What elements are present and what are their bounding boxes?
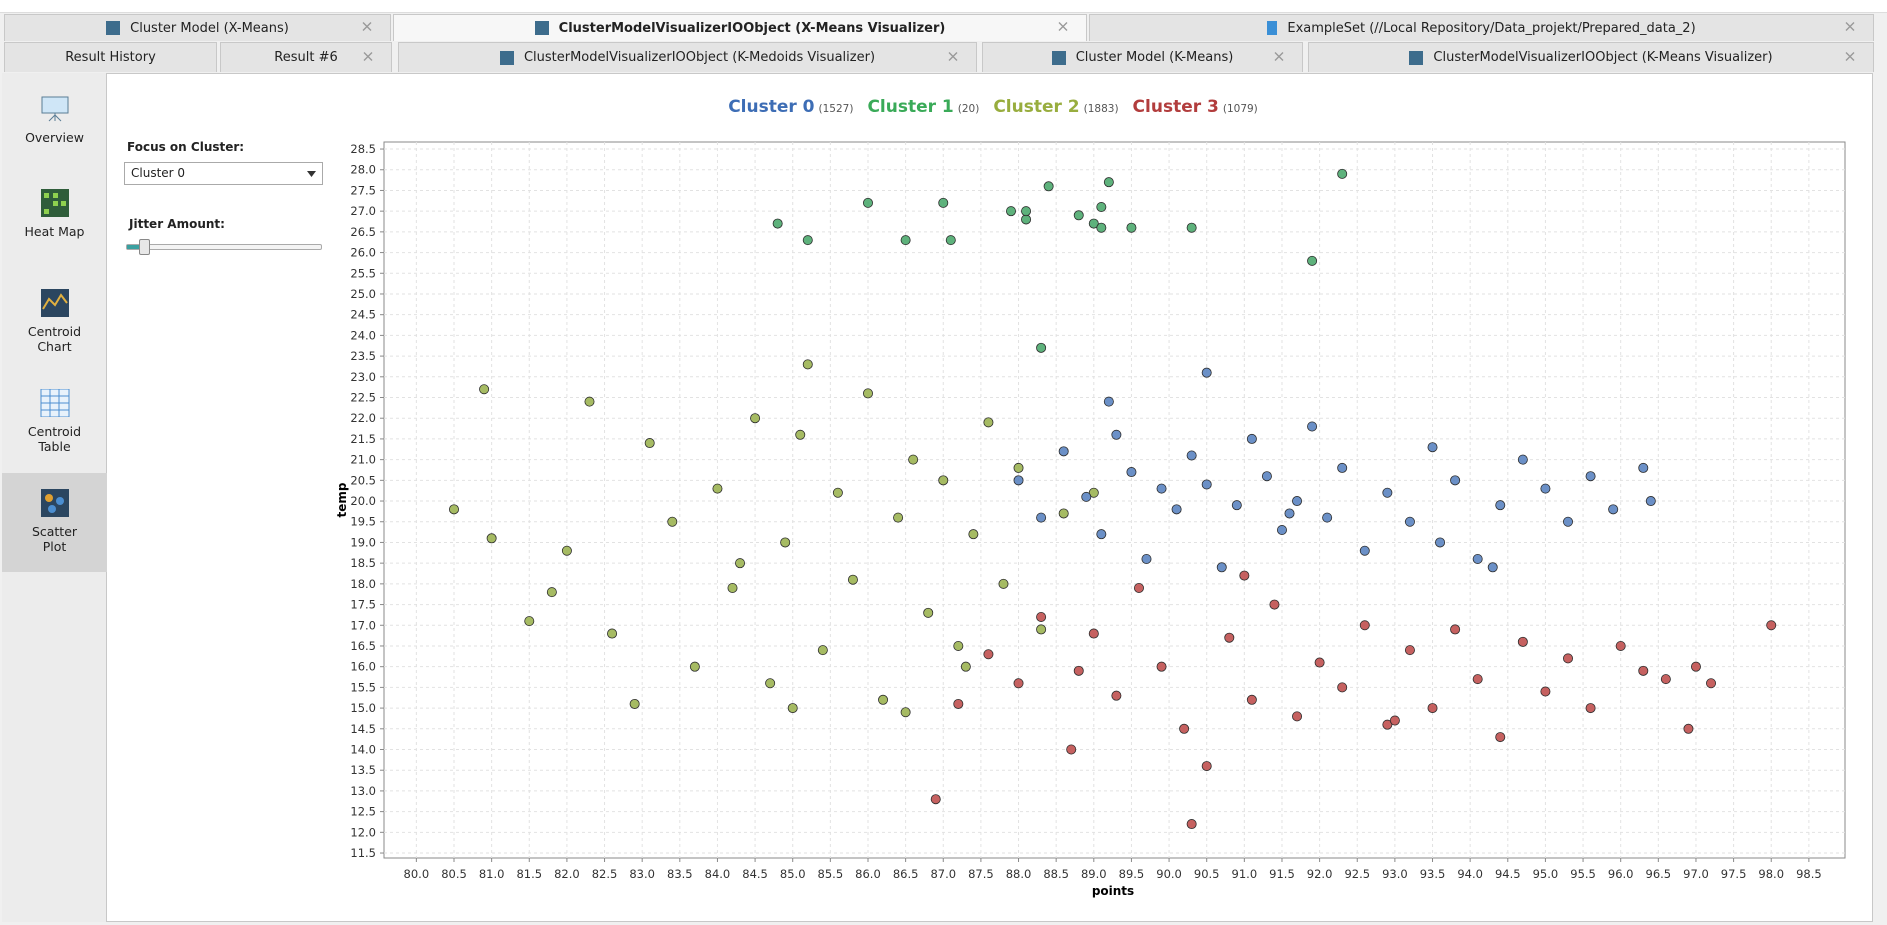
tab-label: Cluster Model (X-Means) (130, 20, 289, 36)
close-icon[interactable] (1058, 21, 1068, 36)
tab-label: Result History (65, 50, 156, 65)
tab-label: ClusterModelVisualizerIOObject (X-Means … (558, 20, 946, 36)
close-icon[interactable] (363, 50, 373, 65)
top-strip (0, 0, 1887, 13)
tab-label: Result #6 (274, 50, 338, 65)
focus-label: Focus on Cluster: (127, 140, 245, 154)
tab[interactable]: Cluster Model (X-Means) (4, 14, 391, 41)
dropdown-value: Cluster 0 (131, 166, 186, 180)
close-icon[interactable] (362, 21, 372, 36)
nav-item[interactable]: Heat Map (2, 189, 107, 239)
content-panel (2, 73, 1873, 922)
tab[interactable]: ExampleSet (//Local Repository/Data_proj… (1089, 14, 1874, 41)
nav-label: Centroid Chart (27, 324, 82, 354)
nav-item[interactable]: Scatter Plot (2, 473, 107, 572)
tab[interactable]: Result History (4, 42, 217, 72)
nav-label: Centroid Table (27, 424, 82, 454)
tab-label: ClusterModelVisualizerIOObject (K-Means … (1433, 50, 1773, 65)
tab[interactable]: ClusterModelVisualizerIOObject (X-Means … (393, 14, 1087, 41)
tab-label: ExampleSet (//Local Repository/Data_proj… (1287, 20, 1696, 36)
jitter-slider[interactable] (126, 239, 322, 255)
jitter-label: Jitter Amount: (129, 217, 225, 231)
nav-item[interactable]: Overview (2, 95, 107, 145)
tab[interactable]: ClusterModelVisualizerIOObject (K-Medoid… (398, 42, 977, 72)
nav-label: Overview (25, 130, 84, 145)
nav-item[interactable]: Centroid Chart (2, 289, 107, 354)
tab[interactable]: ClusterModelVisualizerIOObject (K-Means … (1308, 42, 1874, 72)
close-icon[interactable] (1845, 50, 1855, 65)
nav-label: Heat Map (24, 224, 85, 239)
close-icon[interactable] (1845, 21, 1855, 36)
slider-fill (127, 245, 141, 249)
close-icon[interactable] (1274, 50, 1284, 65)
dropdown-arrow (307, 171, 316, 177)
tab[interactable]: Cluster Model (K-Means) (982, 42, 1303, 72)
nav-item[interactable]: Centroid Table (2, 388, 107, 454)
tab-label: Cluster Model (K-Means) (1075, 50, 1234, 65)
close-icon[interactable] (948, 50, 958, 65)
nav-label: Scatter Plot (31, 524, 78, 554)
cluster-dropdown[interactable]: Cluster 0 (124, 162, 323, 185)
tab[interactable]: Result #6 (220, 42, 392, 72)
slider-thumb[interactable] (139, 239, 150, 255)
tab-label: ClusterModelVisualizerIOObject (K-Medoid… (523, 50, 876, 65)
sidebar: Overview Heat Map Centroid Chart Centroi… (2, 73, 107, 922)
